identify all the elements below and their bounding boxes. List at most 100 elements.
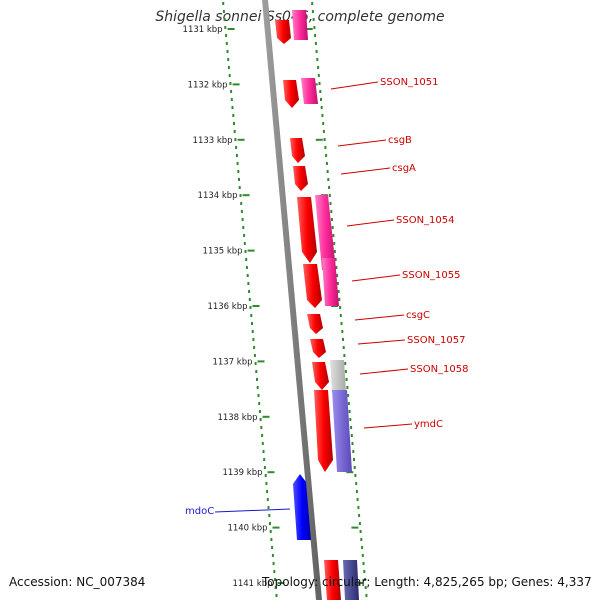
- scale-dot: [353, 466, 356, 469]
- gene-arrow-ymdc-purple: [332, 390, 352, 472]
- gene-labels: SSON_1051 csgB csgA SSON_1054 SSON_1055 …: [185, 77, 469, 517]
- scale-tick: [252, 305, 260, 307]
- scale-dot: [274, 578, 276, 581]
- scale-tick: [272, 526, 280, 529]
- scale-dot: [347, 402, 350, 405]
- gene-label-sson1055: SSON_1055: [402, 270, 461, 281]
- scale-dot: [363, 570, 366, 573]
- scale-dot: [317, 66, 320, 69]
- scale-dot: [242, 226, 245, 229]
- scale-tick: [277, 582, 285, 584]
- scale-dot: [252, 338, 255, 341]
- scale-dot: [350, 434, 353, 437]
- scale-tick: [267, 471, 275, 474]
- gene-arrow-ymdc-red: [314, 390, 333, 472]
- scale-dot: [356, 498, 359, 501]
- scale-dot: [364, 578, 366, 581]
- scale-dot: [248, 298, 251, 301]
- scale-dot: [274, 586, 277, 589]
- scale-dot: [237, 170, 240, 173]
- scale-dot: [342, 338, 344, 341]
- scale-label: 1132 kbp: [188, 80, 228, 90]
- gene-arrow-csgb: [290, 138, 305, 163]
- topology-text: Topology: circular; Length: 4,825,265 bp…: [262, 575, 592, 589]
- gene-label-sson1054: SSON_1054: [396, 215, 455, 226]
- scale-dot: [253, 354, 256, 357]
- scale-dot: [257, 394, 260, 397]
- scale-dot: [271, 546, 274, 549]
- scale-dot: [248, 290, 251, 293]
- scale-dot: [266, 490, 269, 493]
- scale-dot: [361, 546, 364, 549]
- gene-arrow-sson1058-red: [312, 362, 329, 390]
- scale-dot: [344, 362, 347, 365]
- scale-label: 1139 kbp: [222, 468, 262, 478]
- scale-dot: [250, 314, 253, 317]
- scale-dot: [243, 242, 246, 245]
- scale-dot: [266, 498, 269, 501]
- scale-dot: [354, 474, 357, 477]
- scale-dot: [323, 138, 326, 141]
- scale-dotted-lines: [222, 2, 368, 597]
- gene-arrow-sson1055-pink: [322, 258, 339, 306]
- scale-dot: [230, 98, 233, 101]
- scale-dot: [353, 458, 355, 461]
- scale-dot: [340, 322, 343, 325]
- scale-dot: [245, 258, 248, 261]
- scale-dot: [344, 370, 347, 373]
- scale-dot: [264, 474, 267, 477]
- scale-tick: [227, 28, 235, 30]
- scale-dot: [271, 554, 274, 557]
- scale-tick: [237, 138, 245, 141]
- scale-dot: [311, 10, 314, 13]
- scale-dot: [222, 10, 225, 13]
- scale-dot: [360, 538, 363, 541]
- scale-dot: [350, 426, 353, 429]
- gene-arrow-sson1054-pink: [315, 195, 336, 270]
- scale-dot: [240, 202, 243, 205]
- scale-dot: [358, 514, 361, 517]
- scale-dot: [332, 234, 335, 237]
- scale-dot: [364, 586, 367, 589]
- scale-dot: [336, 282, 339, 285]
- scale-label: 1135 kbp: [203, 247, 243, 257]
- scale-tick: [257, 360, 265, 363]
- scale-dot: [265, 482, 268, 485]
- scale-dot: [345, 378, 348, 381]
- scale-dot: [321, 114, 324, 117]
- scale-tick: [242, 194, 250, 197]
- gene-arrow-sson1051-red: [283, 80, 299, 108]
- scale-dot: [334, 258, 337, 261]
- scale-dot: [352, 450, 355, 453]
- scale-dot: [333, 250, 336, 253]
- scale-dot: [247, 282, 250, 285]
- scale-dot: [333, 242, 336, 245]
- scale-dot: [268, 514, 271, 517]
- scale-dot: [239, 194, 242, 197]
- scale-dot: [312, 18, 315, 21]
- scale-dot: [253, 346, 256, 349]
- scale-dot: [335, 266, 338, 269]
- scale-dot: [275, 594, 278, 597]
- scale-dot: [256, 386, 259, 389]
- gene-label-sson1051: SSON_1051: [380, 77, 439, 88]
- scale-dot: [230, 90, 233, 93]
- gene-label-csgc: csgC: [406, 310, 430, 321]
- scale-dot: [262, 450, 265, 453]
- scale-dot: [314, 42, 317, 45]
- scale-dot: [261, 434, 264, 437]
- scale-dot: [222, 2, 225, 5]
- gene-arrow-sson1054-red: [297, 197, 317, 263]
- scale-dot: [313, 26, 316, 29]
- gene-features: [275, 10, 359, 600]
- scale-label: 1141 kbp: [232, 579, 272, 589]
- scale-dot: [259, 418, 262, 421]
- scale-dot: [349, 418, 352, 421]
- scale-dot: [325, 162, 328, 165]
- scale-dot: [361, 554, 364, 557]
- scale-tick: [346, 471, 354, 474]
- scale-dot: [338, 298, 341, 301]
- scale-dot: [336, 274, 339, 277]
- scale-ticks: 1131 kbp 1132 kbp 1133 kbp 1134 kbp 1135 kbp…: [183, 25, 364, 589]
- scale-dot: [322, 122, 325, 125]
